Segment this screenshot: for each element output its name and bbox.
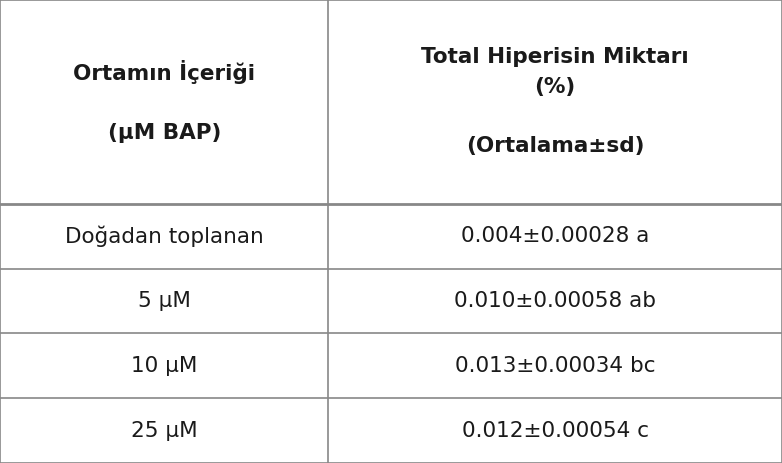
Text: 0.013±0.00034 bc: 0.013±0.00034 bc — [455, 356, 655, 376]
Text: Ortamın İçeriği

(μM BAP): Ortamın İçeriği (μM BAP) — [74, 60, 255, 144]
Text: Doğadan toplanan: Doğadan toplanan — [65, 225, 264, 247]
Text: 25 μM: 25 μM — [131, 420, 198, 441]
Text: 5 μM: 5 μM — [138, 291, 191, 311]
Text: 0.012±0.00054 c: 0.012±0.00054 c — [461, 420, 649, 441]
Text: 0.010±0.00058 ab: 0.010±0.00058 ab — [454, 291, 656, 311]
Text: 10 μM: 10 μM — [131, 356, 197, 376]
Text: Total Hiperisin Miktarı
(%)

(Ortalama±sd): Total Hiperisin Miktarı (%) (Ortalama±sd… — [421, 48, 689, 156]
Text: 0.004±0.00028 a: 0.004±0.00028 a — [461, 226, 649, 246]
